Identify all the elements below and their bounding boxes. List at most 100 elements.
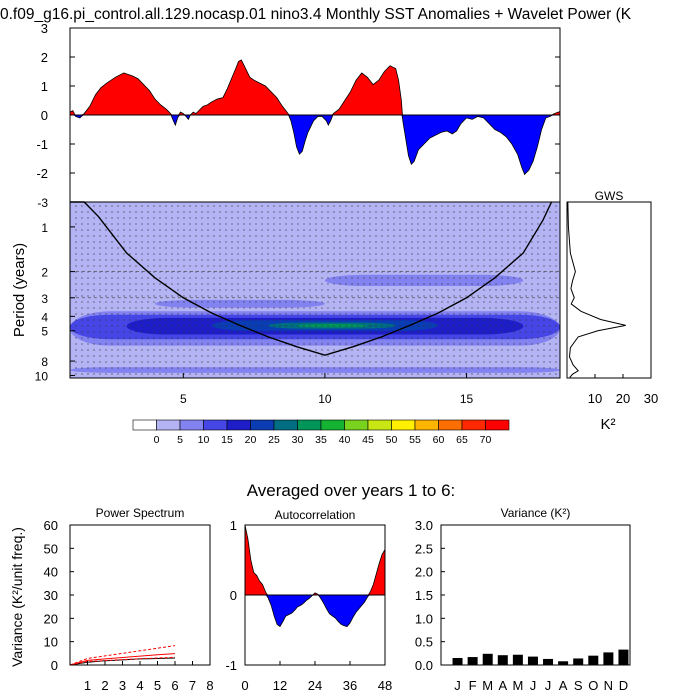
stipple-dot [117,211,119,213]
stipple-dot [351,331,353,333]
sst-ytick-label: 2 [41,50,48,65]
stipple-dot [417,289,419,291]
stipple-dot [501,223,503,225]
variance-xtick-label: D [619,678,628,693]
stipple-dot [135,217,137,219]
stipple-dot [177,349,179,351]
stipple-dot [375,355,377,357]
stipple-dot [201,223,203,225]
stipple-dot [369,253,371,255]
stipple-dot [381,247,383,249]
stipple-dot [375,247,377,249]
stipple-dot [429,241,431,243]
stipple-dot [189,373,191,375]
stipple-dot [429,307,431,309]
stipple-dot [375,259,377,261]
stipple-dot [405,253,407,255]
stipple-dot [417,355,419,357]
wavelet-power-band [70,367,560,373]
stipple-dot [339,211,341,213]
stipple-dot [531,349,533,351]
stipple-dot [297,259,299,261]
stipple-dot [105,313,107,315]
stipple-dot [543,367,545,369]
stipple-dot [93,295,95,297]
stipple-dot [411,253,413,255]
stipple-dot [177,259,179,261]
stipple-dot [465,361,467,363]
stipple-dot [153,229,155,231]
stipple-dot [285,289,287,291]
stipple-dot [309,277,311,279]
stipple-dot [309,361,311,363]
stipple-dot [411,229,413,231]
spectrum-xtick-label: 1 [84,678,91,693]
stipple-dot [171,247,173,249]
stipple-dot [243,301,245,303]
stipple-dot [393,325,395,327]
stipple-dot [351,373,353,375]
stipple-dot [441,217,443,219]
stipple-dot [387,247,389,249]
stipple-dot [99,211,101,213]
stipple-dot [441,325,443,327]
stipple-dot [525,223,527,225]
stipple-dot [183,229,185,231]
stipple-dot [183,241,185,243]
stipple-dot [549,253,551,255]
stipple-dot [555,343,557,345]
stipple-dot [393,265,395,267]
stipple-dot [411,337,413,339]
stipple-dot [87,331,89,333]
stipple-dot [297,205,299,207]
stipple-dot [417,343,419,345]
stipple-dot [165,361,167,363]
stipple-dot [465,343,467,345]
stipple-dot [261,247,263,249]
stipple-dot [543,277,545,279]
stipple-dot [273,223,275,225]
stipple-dot [111,241,113,243]
stipple-dot [147,259,149,261]
stipple-dot [237,259,239,261]
stipple-dot [513,205,515,207]
stipple-dot [519,373,521,375]
stipple-dot [387,319,389,321]
stipple-dot [339,205,341,207]
stipple-dot [159,337,161,339]
stipple-dot [213,289,215,291]
colorbar-swatch [226,419,251,431]
stipple-dot [345,283,347,285]
variance-bar [467,657,478,665]
stipple-dot [333,373,335,375]
stipple-dot [381,361,383,363]
stipple-dot [393,307,395,309]
stipple-dot [477,283,479,285]
stipple-dot [489,361,491,363]
stipple-dot [81,223,83,225]
stipple-dot [237,277,239,279]
stipple-dot [93,241,95,243]
spectrum-ytick-label: 50 [44,541,58,556]
stipple-dot [105,367,107,369]
stipple-dot [483,217,485,219]
stipple-dot [159,283,161,285]
stipple-dot [453,313,455,315]
stipple-dot [393,301,395,303]
stipple-dot [459,211,461,213]
stipple-dot [249,319,251,321]
stipple-dot [117,319,119,321]
stipple-dot [147,367,149,369]
stipple-dot [363,367,365,369]
stipple-dot [507,241,509,243]
stipple-dot [285,283,287,285]
stipple-dot [135,283,137,285]
stipple-dot [555,235,557,237]
stipple-dot [447,229,449,231]
stipple-dot [351,289,353,291]
stipple-dot [207,217,209,219]
stipple-dot [417,361,419,363]
stipple-dot [135,253,137,255]
stipple-dot [525,259,527,261]
stipple-dot [459,253,461,255]
